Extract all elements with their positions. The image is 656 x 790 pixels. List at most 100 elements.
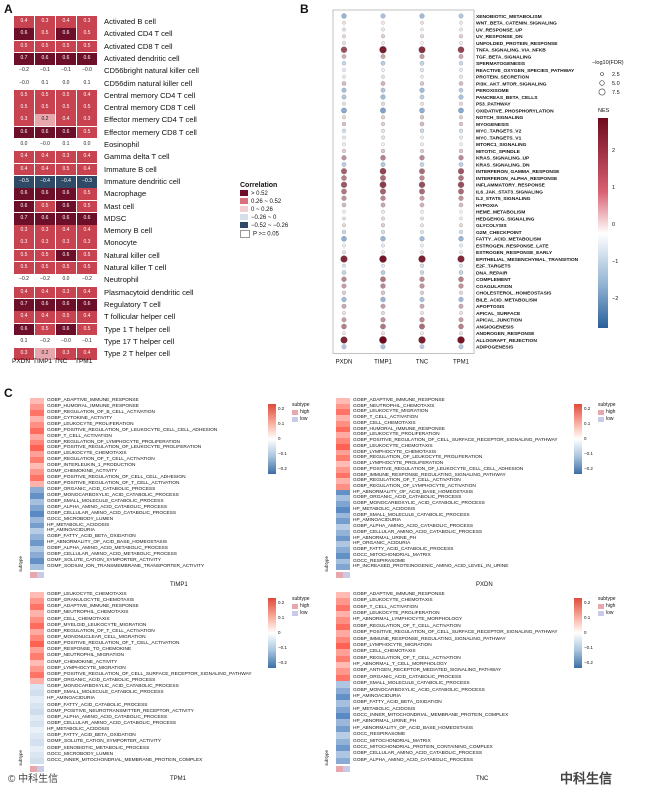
cell-type-label: CD56bright natural killer cell <box>104 66 199 76</box>
term-label: GOBP_ORGANIC_ACID_CATABOLIC_PROCESS <box>353 495 462 501</box>
dot <box>458 121 464 127</box>
dot <box>341 270 347 275</box>
pathway-label: PANCREAS_BETA_CELLS <box>476 95 538 101</box>
colorbar-tick: 0.1 <box>278 421 285 426</box>
gsea-dotplot: XENOBIOTIC_METABOLISMWNT_BETA_CATENIN_SI… <box>332 9 624 366</box>
heatmap-cell <box>336 732 350 739</box>
term-label: GOBP_NEUTROPHIL_CHEMOTAXIS <box>353 403 435 409</box>
dot <box>459 216 463 221</box>
dot <box>458 175 464 181</box>
dot <box>342 210 346 214</box>
heatmap-cell <box>336 706 350 714</box>
colorbar-tick: 0.2 <box>278 600 285 605</box>
dot <box>342 41 346 45</box>
heatmap-cell: 0.6 <box>56 52 76 65</box>
heatmap-cell: 0.6 <box>77 52 97 65</box>
subtype-legend-title: subtype <box>292 402 310 408</box>
heatmap-cell <box>30 678 44 685</box>
term-label: GOBP_IMMUNE_RESPONSE_REGULATING_SIGNALIN… <box>353 472 506 478</box>
dot <box>381 101 385 106</box>
colorbar-tick: −0.2 <box>584 466 593 471</box>
heatmap-cell <box>30 628 44 636</box>
dot <box>459 142 463 146</box>
term-label: GOBP_ALPHA_AMINO_ACID_CATABOLIC_PROCESS <box>47 504 168 510</box>
heatmap-cell: 0.5 <box>14 249 34 262</box>
dot <box>341 202 347 208</box>
subtype-annotation-strip <box>30 766 44 772</box>
legend-swatch <box>240 214 248 221</box>
heatmap-cell <box>30 403 44 411</box>
heatmap-cell: 0.3 <box>14 225 34 237</box>
heatmap-cell: 0.6 <box>77 298 97 311</box>
heatmap-cell: −0.1 <box>56 65 76 77</box>
term-label: GOBP_RESPONSE_TO_CHEMOKINE <box>47 647 132 653</box>
dot <box>459 311 463 315</box>
heatmap-cell: 0.6 <box>35 212 55 225</box>
dot <box>341 188 347 195</box>
heatmap-cell <box>30 552 44 559</box>
dot <box>459 331 463 336</box>
heatmap-cell <box>336 455 350 462</box>
term-label: HP_INCREASED_PROTEINOGENIC_AMINO_ACID_LE… <box>353 564 509 570</box>
dot <box>458 88 464 93</box>
dot <box>420 149 424 153</box>
heatmap-cell: 0.0 <box>56 274 76 287</box>
heatmap-cell <box>336 636 350 644</box>
dot <box>457 181 465 188</box>
heatmap-cell <box>30 616 44 623</box>
dot <box>418 181 426 188</box>
dot <box>459 290 463 295</box>
heatmap-cell <box>30 708 44 716</box>
heatmap-cell: −0.2 <box>35 335 55 348</box>
pathway-label: EPITHELIAL_MESENCHYMAL_TRANSITION <box>476 257 579 263</box>
color-legend-tick: 1 <box>612 185 615 191</box>
term-label: GOBP_LYMPHOCYTE_PROLIFERATION <box>353 461 444 467</box>
heatmap-cell <box>30 604 44 611</box>
heatmap-cell: 0.5 <box>14 40 34 53</box>
term-label: GOBP_ALPHA_AMINO_ACID_CATABOLIC_PROCESS <box>353 757 474 763</box>
colorbar-tick: 0 <box>278 436 281 441</box>
dot <box>419 317 425 323</box>
dot <box>380 81 386 86</box>
subtype-annotation-strip <box>336 766 350 772</box>
heatmap-cell <box>336 611 350 618</box>
heatmap-cell: 0.4 <box>35 311 55 323</box>
term-label: GOBP_LYMPHOCYTE_MIGRATION <box>353 642 432 648</box>
term-label: HP_ABNORMAL_T_CELL_MORPHOLOGY <box>353 662 448 668</box>
term-label: GOBP_ADAPTIVE_IMMUNE_RESPONSE <box>47 604 139 610</box>
dot <box>420 243 424 248</box>
legend-swatch <box>240 190 248 197</box>
cell-type-label: Gamma delta T cell <box>104 152 170 162</box>
dot <box>459 135 463 140</box>
column-label: TPM1 <box>453 360 470 366</box>
heatmap-cell <box>30 598 44 605</box>
term-label: HP_ABNORMALITY_OF_ACID_BASE_HOMEOSTASIS <box>353 489 474 495</box>
pathway-label: PEROXISOME <box>476 88 510 94</box>
heatmap-gene-title: TPM1 <box>170 776 187 782</box>
color-legend-tick: 2 <box>612 148 615 154</box>
legend-label: > 0.52 <box>251 191 268 197</box>
heatmap-cell <box>336 617 350 625</box>
heatmap-cell <box>30 653 44 660</box>
pathway-label: TGF_BETA_SIGNALING <box>476 54 532 60</box>
pathway-label: MYOGENESIS <box>476 122 510 128</box>
dot <box>420 101 424 106</box>
pathway-label: CHOLESTEROL_HOMEOSTASIS <box>476 291 552 297</box>
colorbar-tick: 0 <box>584 436 587 441</box>
dot <box>457 255 465 263</box>
cell-type-label: Effector memery CD8 T cell <box>104 127 197 137</box>
pathway-label: MYC_TARGETS_V1 <box>476 135 522 141</box>
heatmap-cell <box>336 744 350 752</box>
heatmap-cell: 0.1 <box>56 139 76 151</box>
heatmap-cell <box>30 641 44 648</box>
dot <box>419 94 425 100</box>
term-label: GOBP_ALPHA_AMINO_ACID_CATABOLIC_PROCESS <box>353 524 474 530</box>
dot <box>458 188 464 195</box>
term-label: GOBP_MONOCARBOXYLIC_ACID_CATABOLIC_PROCE… <box>353 687 485 693</box>
heatmap-colorbar <box>268 404 276 474</box>
dot <box>341 162 347 167</box>
column-label: PXDN <box>12 358 31 365</box>
term-label: GOMF_SODIUM_ION_TRANSMEMBRANE_TRANSPORTE… <box>47 564 205 570</box>
term-label: GOMF_POSITIVE_NEUROTRANSMITTER_RECEPTOR_… <box>47 708 194 714</box>
term-label: HP_ORGANIC_ACIDURIA <box>353 541 411 547</box>
